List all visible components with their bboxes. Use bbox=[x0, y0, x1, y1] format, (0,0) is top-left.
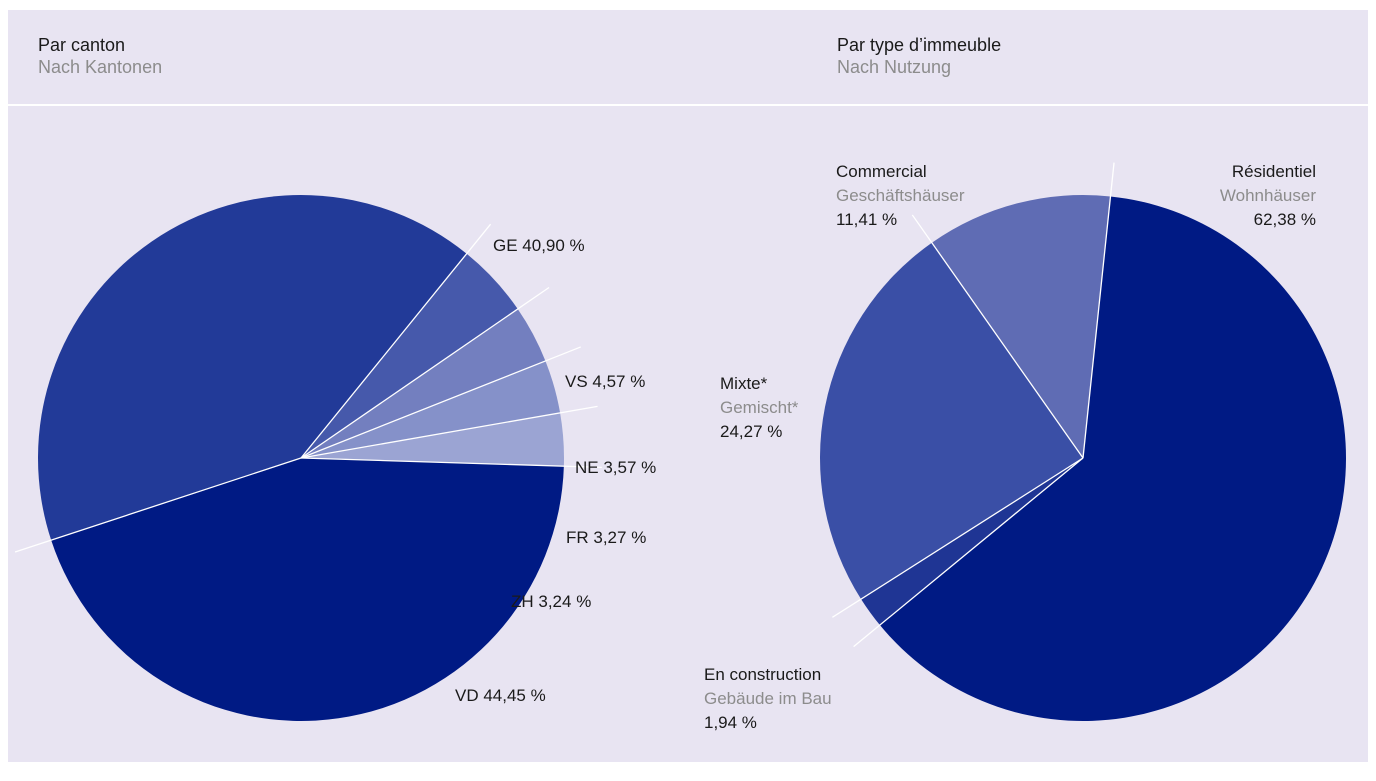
left-chart-title: Par canton bbox=[38, 35, 126, 55]
right-chart-title: Par type d’immeuble bbox=[837, 35, 1002, 55]
label-ge: GE 40,90 % bbox=[493, 236, 585, 255]
canton-slice-2 bbox=[301, 309, 546, 458]
sublabel-mixte: Gemischt* bbox=[720, 398, 799, 417]
canton-leader-line-3 bbox=[300, 346, 581, 459]
canton-slice-0 bbox=[37, 194, 467, 541]
value-en-construction: 1,94 % bbox=[704, 713, 757, 732]
label-mixte: Mixte* bbox=[720, 374, 768, 393]
usage-leader-line-1 bbox=[853, 457, 1084, 648]
label-ne: NE 3,57 % bbox=[575, 458, 656, 477]
sublabel-commercial: Geschäftshäuser bbox=[836, 186, 965, 205]
label-fr: FR 3,27 % bbox=[566, 528, 646, 547]
value-mixte: 24,27 % bbox=[720, 422, 782, 441]
canton-pie bbox=[14, 194, 602, 721]
left-chart-header: Par canton Nach Kantonen bbox=[38, 34, 162, 78]
right-chart-subtitle: Nach Nutzung bbox=[837, 57, 952, 77]
label-residentiel: Résidentiel bbox=[1232, 162, 1316, 181]
usage-slice-3 bbox=[931, 194, 1111, 458]
usage-leader-line-0 bbox=[1082, 162, 1115, 459]
label-en-construction: En construction bbox=[704, 665, 821, 684]
usage-leader-line-3 bbox=[911, 214, 1084, 459]
usage-pie bbox=[819, 162, 1346, 721]
canton-slice-4 bbox=[301, 412, 564, 467]
usage-slice-1 bbox=[861, 458, 1083, 626]
canton-slice-1 bbox=[301, 253, 518, 458]
value-commercial: 11,41 % bbox=[836, 210, 897, 229]
right-chart-header: Par type d’immeuble Nach Nutzung bbox=[837, 34, 1001, 78]
sublabel-residentiel: Wohnhäuser bbox=[1220, 186, 1316, 205]
canton-leader-line-5 bbox=[300, 457, 602, 468]
label-vs: VS 4,57 % bbox=[565, 372, 645, 391]
usage-leader-line-2 bbox=[832, 457, 1084, 618]
sublabel-en-construction: Gebäude im Bau bbox=[704, 689, 832, 708]
label-commercial: Commercial bbox=[836, 162, 927, 181]
canton-slice-3 bbox=[301, 360, 561, 458]
canton-leader-line-4 bbox=[300, 405, 598, 459]
label-zh: ZH 3,24 % bbox=[511, 592, 591, 611]
canton-leader-line-1 bbox=[300, 223, 492, 459]
usage-slice-0 bbox=[879, 196, 1346, 721]
header-divider bbox=[8, 104, 1368, 106]
left-chart-subtitle: Nach Kantonen bbox=[38, 57, 163, 77]
value-residentiel: 62,38 % bbox=[1254, 210, 1316, 229]
canton-leader-line-2 bbox=[300, 286, 550, 459]
usage-slice-2 bbox=[819, 242, 1083, 600]
label-vd: VD 44,45 % bbox=[455, 686, 546, 705]
canton-slice-5 bbox=[51, 458, 564, 721]
canton-leader-line-0 bbox=[14, 457, 302, 553]
